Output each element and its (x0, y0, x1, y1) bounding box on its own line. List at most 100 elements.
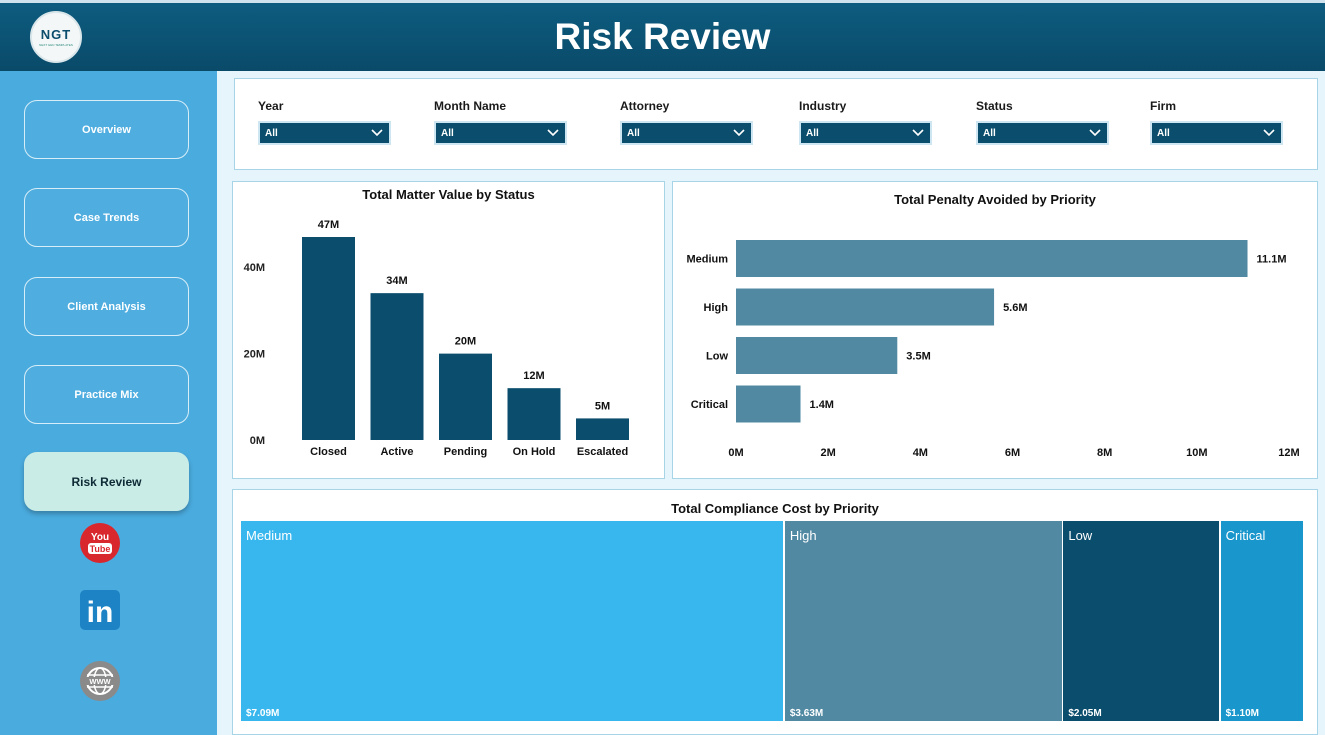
data-label: 12M (523, 370, 544, 382)
treemap-category-label: High (789, 528, 817, 543)
data-label: 47M (318, 219, 339, 231)
bar-low[interactable] (736, 337, 898, 374)
y-tick-label: 20M (244, 349, 265, 361)
treemap-cell-critical[interactable]: Critical $1.10M (1220, 521, 1304, 721)
filter-month-name: Month Name All (434, 99, 567, 145)
page-title: Risk Review (554, 16, 771, 57)
treemap-cell-low[interactable]: Low $2.05M (1063, 521, 1220, 721)
y-tick-label: High (704, 302, 729, 314)
svg-text:WWW: WWW (89, 677, 111, 686)
x-tick-label: 10M (1186, 447, 1207, 459)
industry-dropdown[interactable]: All (799, 121, 932, 145)
chevron-down-icon (1263, 129, 1275, 137)
chevron-down-icon (547, 129, 559, 137)
x-tick-label: Active (380, 446, 413, 458)
filter-label: Firm (1150, 99, 1177, 113)
status-dropdown[interactable]: All (976, 121, 1109, 145)
treemap-cell-high[interactable]: High $3.63M (784, 521, 1062, 721)
header-bar: NGT NEXT GEN TEMPLATES Risk Review (0, 0, 1325, 71)
matter-value-chart-panel: Total Matter Value by Status 0M 20M 40M 47M… (232, 181, 665, 479)
treemap-value-label: $1.10M (1225, 708, 1259, 719)
bar-closed[interactable] (302, 237, 355, 440)
x-tick-label: 2M (821, 447, 836, 459)
filter-label: Status (976, 99, 1013, 113)
filter-label: Month Name (434, 99, 506, 113)
svg-text:Tube: Tube (90, 544, 111, 554)
y-tick-label: 0M (250, 435, 265, 447)
chart-title: Total Compliance Cost by Priority (671, 501, 879, 516)
month-name-dropdown[interactable]: All (434, 121, 567, 145)
data-label: 5M (595, 400, 610, 412)
filter-industry: Industry All (799, 99, 932, 145)
data-label: 3.5M (906, 351, 930, 363)
svg-text:in: in (87, 596, 114, 629)
compliance-cost-chart-panel: Total Compliance Cost by Priority Medium… (232, 489, 1318, 735)
nav-overview-button[interactable]: Overview (24, 100, 189, 159)
treemap-value-label: $7.09M (246, 708, 280, 719)
chevron-down-icon (1089, 129, 1101, 137)
chevron-down-icon (912, 129, 924, 137)
bar-on-hold[interactable] (507, 388, 561, 440)
sidebar: Overview Case Trends Client Analysis Pra… (0, 71, 217, 735)
bar-medium[interactable] (736, 240, 1248, 277)
x-tick-label: 8M (1097, 447, 1112, 459)
x-tick-label: 6M (1005, 447, 1020, 459)
attorney-dropdown[interactable]: All (620, 121, 753, 145)
dropdown-value: All (265, 127, 278, 139)
treemap-category-label: Medium (246, 528, 293, 543)
filter-label: Attorney (620, 99, 670, 113)
chart-title: Total Matter Value by Status (362, 187, 535, 202)
treemap-value-label: $2.05M (1068, 708, 1102, 719)
nav-client-analysis-button[interactable]: Client Analysis (24, 277, 189, 336)
youtube-icon[interactable]: You Tube (79, 522, 121, 564)
dropdown-value: All (441, 127, 454, 139)
dropdown-value: All (983, 127, 996, 139)
treemap-cell-medium[interactable]: Medium $7.09M (241, 521, 784, 721)
bar-active[interactable] (370, 293, 424, 440)
filter-status: Status All (976, 99, 1109, 145)
year-dropdown[interactable]: All (258, 121, 391, 145)
data-label: 11.1M (1257, 254, 1287, 266)
treemap-category-label: Low (1068, 528, 1093, 543)
data-label: 20M (455, 336, 476, 348)
dropdown-value: All (806, 127, 819, 139)
penalty-avoided-bar-chart: Medium 11.1M High 5.6M Low 3.5M Critical 1.4M 0M… (686, 240, 1300, 459)
filter-attorney: Attorney All (620, 99, 753, 145)
bar-escalated[interactable] (576, 418, 629, 440)
linkedin-icon[interactable]: in (79, 589, 121, 631)
data-label: 1.4M (810, 399, 834, 411)
penalty-avoided-chart-panel: Total Penalty Avoided by Priority Medium… (672, 181, 1318, 479)
x-tick-label: Closed (310, 446, 347, 458)
filter-label: Industry (799, 99, 847, 113)
x-tick-label: 4M (913, 447, 928, 459)
bar-high[interactable] (736, 288, 995, 326)
filter-year: Year All (258, 99, 391, 145)
treemap-value-label: $3.63M (789, 708, 824, 719)
nav-case-trends-button[interactable]: Case Trends (24, 188, 189, 247)
chevron-down-icon (733, 129, 745, 137)
filter-firm: Firm All (1150, 99, 1283, 145)
chevron-down-icon (371, 129, 383, 137)
logo-subtext: NEXT GEN TEMPLATES (39, 43, 73, 47)
firm-dropdown[interactable]: All (1150, 121, 1283, 145)
data-label: 5.6M (1003, 302, 1027, 314)
website-icon[interactable]: WWW (79, 660, 121, 702)
y-tick-label: Low (706, 351, 728, 363)
data-label: 34M (386, 275, 407, 287)
company-logo: NGT NEXT GEN TEMPLATES (30, 11, 82, 63)
nav-risk-review-button[interactable]: Risk Review (24, 452, 189, 511)
x-tick-label: Escalated (577, 446, 628, 458)
svg-text:You: You (91, 532, 109, 543)
x-tick-label: 12M (1278, 447, 1299, 459)
dropdown-value: All (627, 127, 640, 139)
main-content: Year All Month Name All Attorney All Ind… (217, 71, 1325, 735)
logo-text: NGT (40, 27, 72, 42)
bar-critical[interactable] (736, 385, 801, 423)
nav-practice-mix-button[interactable]: Practice Mix (24, 365, 189, 424)
filter-label: Year (258, 99, 284, 113)
matter-value-bar-chart: 0M 20M 40M 47M Closed 34M Active 20M Pending 12M O… (244, 219, 629, 458)
x-tick-label: On Hold (513, 446, 556, 458)
y-tick-label: Critical (691, 399, 728, 411)
treemap-category-label: Critical (1225, 528, 1266, 543)
bar-pending[interactable] (439, 353, 492, 440)
